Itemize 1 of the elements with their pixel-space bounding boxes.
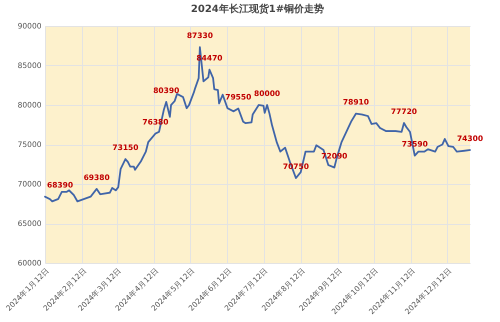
chart-title: 2024年长江现货1#铜价走势 [190, 3, 324, 15]
